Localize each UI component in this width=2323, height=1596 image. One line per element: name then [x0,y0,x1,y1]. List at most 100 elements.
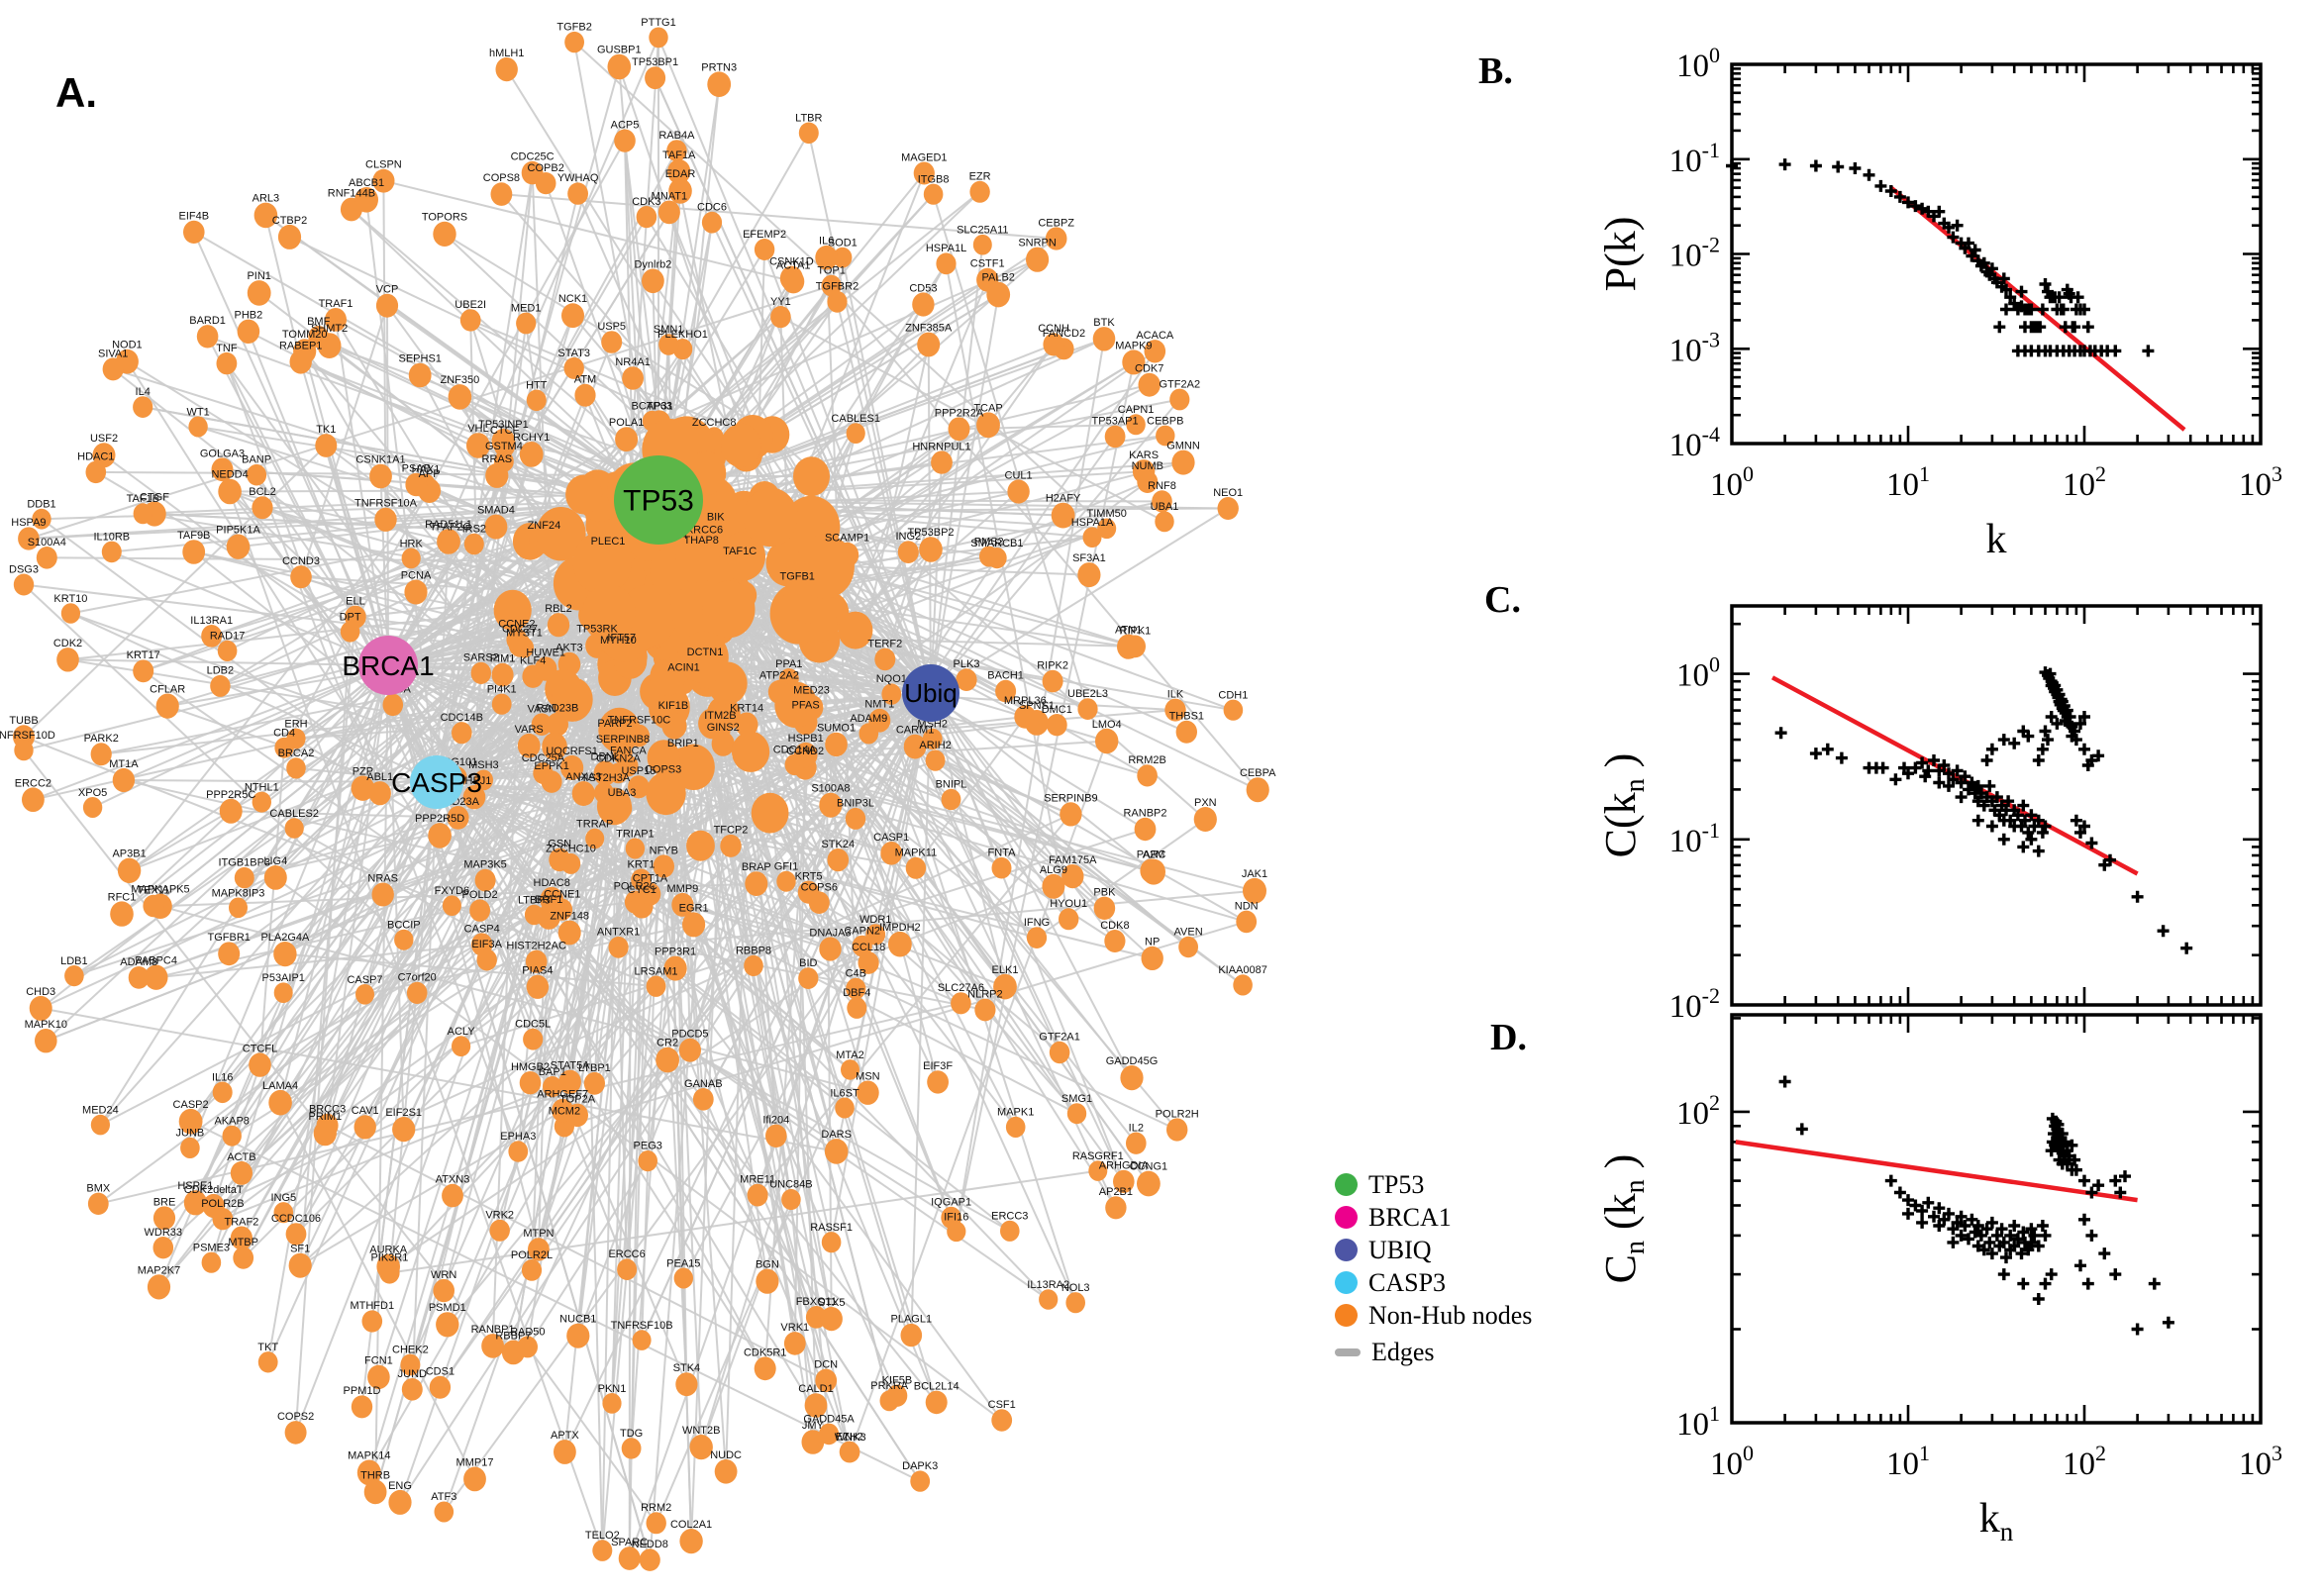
svg-text:COPS6: COPS6 [801,881,838,893]
network-node [782,269,805,294]
network-node [355,984,374,1005]
svg-text:ADAM8: ADAM8 [120,956,157,968]
svg-text:APTX: APTX [551,1430,579,1442]
svg-text:NDN: NDN [1235,900,1259,912]
svg-text:103: 103 [2239,1441,2282,1482]
svg-text:PEG3: PEG3 [634,1141,662,1152]
svg-text:SNRPN: SNRPN [1018,238,1057,249]
svg-text:YY1: YY1 [770,296,791,308]
network-node [815,245,839,270]
network-node [903,734,927,759]
network-node [615,427,639,452]
network-node [102,357,124,381]
svg-text:POLA1: POLA1 [609,417,644,429]
svg-text:CASP4: CASP4 [464,923,500,935]
svg-text:CDK2deltaT: CDK2deltaT [184,1184,244,1196]
svg-text:PSME3: PSME3 [193,1242,230,1253]
network-node [491,662,514,687]
network-node [523,1028,544,1050]
svg-text:BCL2: BCL2 [249,486,276,498]
svg-text:10-2: 10-2 [1669,233,1720,274]
svg-text:PPP2R5C: PPP2R5C [206,789,255,801]
network-node [1223,699,1244,721]
svg-text:UQCRFS1: UQCRFS1 [546,746,598,757]
tp53-node-icon [1335,1173,1358,1196]
svg-text:CR2: CR2 [656,1038,678,1049]
svg-text:HDAC8: HDAC8 [534,877,570,889]
network-node [101,541,122,563]
network-node [1026,927,1048,948]
network-node [441,531,460,552]
svg-text:ZNF148: ZNF148 [550,911,589,923]
svg-text:PXN: PXN [1194,797,1217,809]
network-node [702,580,756,639]
svg-text:USP15: USP15 [621,765,656,777]
svg-text:THRB: THRB [360,1470,390,1482]
network-node [1088,1160,1108,1181]
svg-text:LTBP3: LTBP3 [518,894,551,906]
network-node [29,995,52,1021]
svg-text:MMP17: MMP17 [456,1457,494,1469]
network-node [653,854,674,878]
network-node [263,865,287,890]
network-node [1007,479,1030,504]
svg-text:FNTA: FNTA [988,848,1017,859]
network-node [1042,669,1063,693]
svg-text:NUCB1: NUCB1 [559,1314,596,1326]
network-graph: TP53RK KIAA0087 THAP8 CDC14B DSG3 NTHL1 CEBPZ G… [0,17,1276,1571]
network-node [1138,372,1161,397]
legend-item-brca1: BRCA1 [1335,1201,1532,1234]
network-node [1043,333,1064,356]
network-node [210,674,231,697]
svg-text:TAF9B: TAF9B [177,530,210,542]
svg-text:IL13RA1: IL13RA1 [190,615,233,627]
network-node [692,1088,714,1111]
network-node [927,1070,949,1094]
network-node [188,416,208,438]
network-node [371,882,394,907]
svg-text:BRIP1: BRIP1 [667,738,699,749]
panel-c-label: C. [1484,579,1521,621]
network-node [247,280,271,306]
svg-text:RBBP8: RBBP8 [736,946,771,957]
svg-text:SIVA1: SIVA1 [98,348,128,359]
svg-text:WDR1: WDR1 [859,914,891,926]
svg-text:SOD1: SOD1 [828,238,858,249]
svg-text:hMLH1: hMLH1 [489,48,524,59]
network-node [152,1237,174,1259]
svg-text:SERPINB8: SERPINB8 [596,734,650,746]
svg-text:ZNF385A: ZNF385A [905,323,953,335]
network-node [428,823,452,848]
svg-text:C(kn ): C(kn ) [1596,753,1651,858]
svg-text:THAP8: THAP8 [683,535,718,547]
svg-text:ING2: ING2 [895,531,921,543]
svg-text:IFT57: IFT57 [607,633,636,645]
network-node [466,433,490,458]
svg-text:KLF4: KLF4 [520,654,546,666]
svg-text:MRE11: MRE11 [740,1174,775,1186]
svg-text:PRIM1: PRIM1 [308,1111,342,1123]
network-node [745,871,768,896]
network-node [36,547,57,569]
svg-text:TP63: TP63 [647,400,672,412]
network-node [547,613,570,638]
network-node [751,792,789,834]
svg-text:CDK2: CDK2 [53,638,82,649]
network-node [143,894,164,918]
legend-label: CASP3 [1368,1267,1447,1297]
svg-text:SLC25A11: SLC25A11 [957,225,1008,237]
network-node [642,268,664,294]
network-node [233,1247,254,1269]
svg-text:HSPA1L: HSPA1L [926,243,966,254]
network-node [1193,807,1217,832]
network-node [598,707,641,753]
svg-text:NEDD8: NEDD8 [632,1539,668,1550]
svg-text:ZCCHC8: ZCCHC8 [692,417,737,429]
legend-item-ubiq: UBIQ [1335,1234,1532,1266]
panel-c-plot: 100 10-1 10-2 C(kn ) [1596,604,2263,1025]
network-node [392,1117,416,1143]
network-node [308,326,330,349]
svg-text:MMP9: MMP9 [667,883,699,895]
network-node [922,728,943,750]
network-node [592,1540,613,1561]
